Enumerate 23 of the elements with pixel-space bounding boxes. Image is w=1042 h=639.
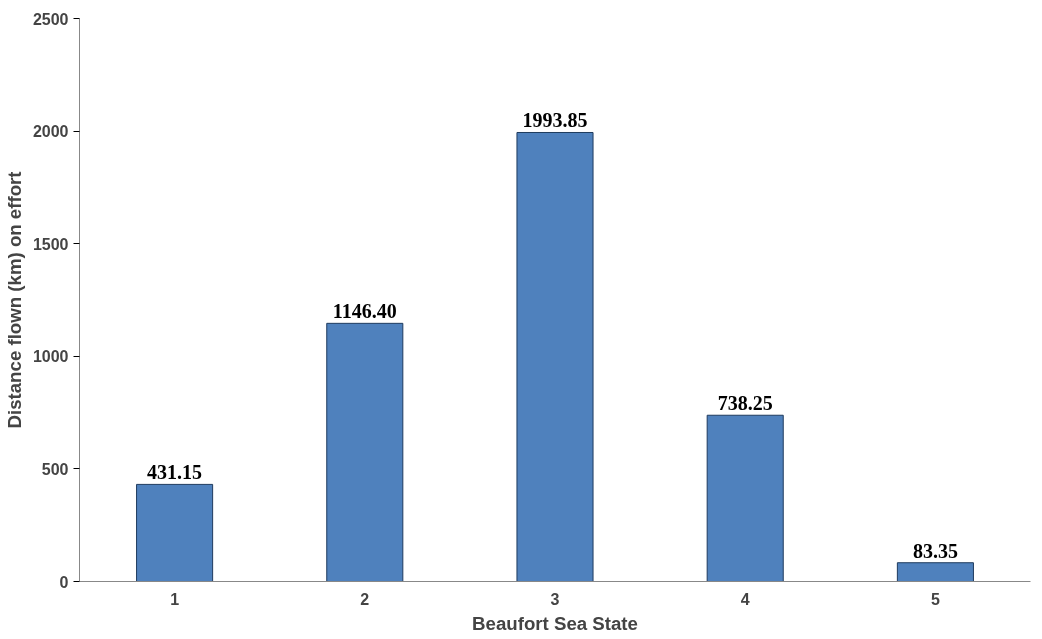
y-tick-label: 2500 [32, 10, 69, 28]
bar [896, 562, 974, 582]
data-label: 83.35 [912, 539, 958, 562]
data-label: 431.15 [147, 461, 203, 484]
y-tick-label: 500 [41, 460, 69, 478]
bar [516, 131, 594, 582]
x-tick-label: 4 [740, 590, 750, 608]
x-tick-label: 5 [930, 590, 940, 608]
x-tick-label: 1 [170, 590, 180, 608]
x-tick-label: 2 [360, 590, 370, 608]
bar [326, 322, 404, 582]
x-tick-label: 3 [550, 590, 560, 608]
y-axis-title: Distance flown (km) on effort [3, 171, 25, 429]
bar [136, 483, 214, 582]
x-axis-title: Beaufort Sea State [472, 612, 638, 634]
y-tick-label: 2000 [32, 123, 69, 141]
y-tick-label: 1500 [32, 235, 69, 253]
bar [706, 414, 784, 582]
y-tick-label: 1000 [32, 348, 69, 366]
data-label: 1993.85 [522, 109, 588, 132]
data-label: 738.25 [717, 392, 773, 415]
data-label: 1146.40 [332, 300, 397, 323]
y-tick-label: 0 [59, 573, 69, 591]
